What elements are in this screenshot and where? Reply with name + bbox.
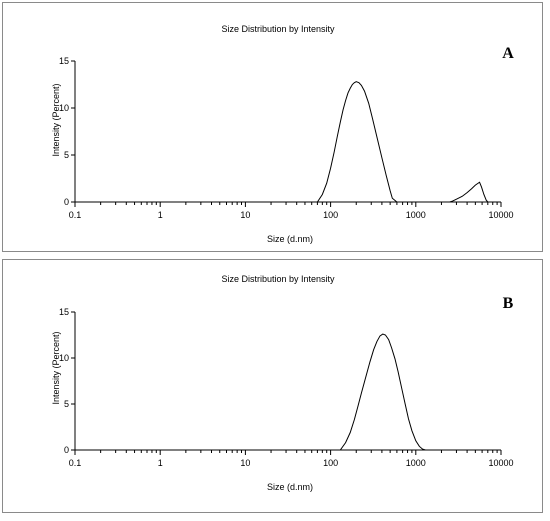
chart-b-y-tick-label: 10	[59, 353, 69, 363]
chart-b-x-tick-label: 10	[240, 458, 250, 468]
chart-a-series-line	[75, 81, 501, 203]
chart-b-x-tick-label: 0.1	[69, 458, 82, 468]
chart-a-x-tick-label: 100	[323, 210, 338, 220]
chart-a-plot-area: 0 5 10 15 0.1 1 10 100 1000 10000	[59, 56, 514, 220]
chart-panel-a: Size Distribution by Intensity A Size (d…	[2, 2, 543, 252]
chart-a-svg: Size Distribution by Intensity A Size (d…	[51, 24, 514, 244]
chart-a-x-tick-label: 1	[158, 210, 163, 220]
chart-b-y-tick-label: 15	[59, 307, 69, 317]
chart-a-xlabel: Size (d.nm)	[267, 234, 313, 244]
chart-a-ylabel: Intensity (Percent)	[51, 83, 61, 156]
chart-b-y-tick-label: 5	[64, 399, 69, 409]
chart-a-y-tick-label: 5	[64, 150, 69, 160]
chart-b-x-tick-label: 1	[158, 458, 163, 468]
chart-b-xlabel: Size (d.nm)	[267, 482, 313, 492]
chart-a-y-tick-label: 0	[64, 197, 69, 207]
chart-a-x-tick-label: 1000	[406, 210, 426, 220]
chart-a-x-tick-label: 10000	[488, 210, 513, 220]
chart-b-x-tick-label: 10000	[488, 458, 513, 468]
chart-b-svg: Size Distribution by Intensity B Size (d…	[51, 274, 514, 492]
chart-b-x-tick-label: 100	[323, 458, 338, 468]
chart-a-x-tick-label: 10	[240, 210, 250, 220]
chart-b-ylabel: Intensity (Percent)	[51, 331, 61, 404]
chart-a-panel-label: A	[502, 45, 514, 62]
chart-a-title: Size Distribution by Intensity	[221, 24, 335, 34]
chart-b-x-tick-label: 1000	[406, 458, 426, 468]
chart-a-y-tick-label: 15	[59, 56, 69, 66]
chart-b-y-tick-label: 0	[64, 445, 69, 455]
chart-a-y-tick-label: 10	[59, 103, 69, 113]
chart-b-panel-label: B	[503, 295, 514, 312]
chart-panel-b: Size Distribution by Intensity B Size (d…	[2, 259, 543, 513]
chart-b-plot-area: 0 5 10 15 0.1 1 10 100 1000 10000	[59, 307, 514, 468]
chart-b-series-line	[75, 333, 501, 451]
chart-a-x-tick-label: 0.1	[69, 210, 82, 220]
chart-b-title: Size Distribution by Intensity	[221, 274, 335, 284]
